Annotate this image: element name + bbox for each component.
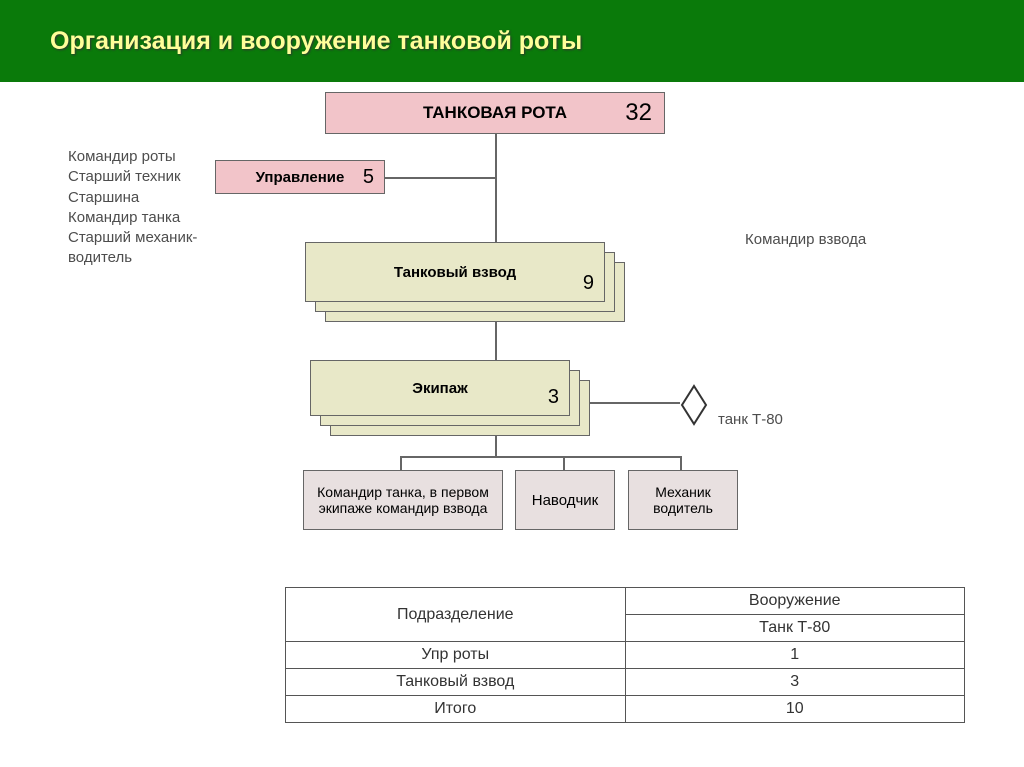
box-platoon-count: 9: [583, 272, 594, 295]
box-role-commander: Командир танка, в первом экипаже команди…: [303, 470, 503, 530]
box-tank-company-count: 32: [625, 99, 652, 127]
th-armament: Вооружение: [625, 588, 965, 615]
table-row: Упр роты 1: [286, 642, 965, 669]
box-management-count: 5: [363, 166, 374, 189]
box-management-label: Управление: [256, 169, 345, 186]
box-role-gunner: Наводчик: [515, 470, 615, 530]
box-management: Управление 5: [215, 160, 385, 194]
management-roles-text: Командир роты Старший техник Старшина Ко…: [68, 147, 197, 269]
conn-role3-v: [680, 456, 682, 470]
box-platoon: Танковый взвод 9: [305, 242, 605, 302]
box-role-gunner-label: Наводчик: [532, 492, 599, 509]
box-role-driver-label: Механик водитель: [629, 484, 737, 516]
table-row: Танковый взвод 3: [286, 669, 965, 696]
table-header-row: Подразделение Вооружение: [286, 588, 965, 615]
conn-role1-v: [400, 456, 402, 470]
box-crew-count: 3: [548, 386, 559, 409]
tank-model-label: танк Т-80: [718, 410, 783, 430]
box-crew-label: Экипаж: [412, 380, 467, 397]
slide-header: Организация и вооружение танковой роты: [0, 0, 1024, 82]
table-row: Итого 10: [286, 696, 965, 723]
box-platoon-label: Танковый взвод: [394, 264, 516, 281]
slide-title: Организация и вооружение танковой роты: [50, 27, 582, 56]
conn-root-down: [495, 134, 497, 242]
conn-role2-v: [563, 456, 565, 470]
td-unit-0: Упр роты: [286, 642, 626, 669]
box-role-driver: Механик водитель: [628, 470, 738, 530]
td-unit-2: Итого: [286, 696, 626, 723]
th-unit: Подразделение: [286, 588, 626, 642]
platoon-commander-text: Командир взвода: [745, 230, 866, 250]
td-count-2: 10: [625, 696, 965, 723]
box-tank-company: ТАНКОВАЯ РОТА 32: [325, 92, 665, 134]
td-count-0: 1: [625, 642, 965, 669]
td-unit-1: Танковый взвод: [286, 669, 626, 696]
tank-diamond-icon: [680, 384, 708, 426]
box-crew: Экипаж 3: [310, 360, 570, 416]
armament-table: Подразделение Вооружение Танк Т-80 Упр р…: [285, 587, 965, 723]
th-tank: Танк Т-80: [625, 615, 965, 642]
conn-roles-h: [400, 456, 680, 458]
td-count-1: 3: [625, 669, 965, 696]
box-tank-company-label: ТАНКОВАЯ РОТА: [423, 103, 567, 123]
conn-mgmt-h: [385, 177, 496, 179]
box-role-commander-label: Командир танка, в первом экипаже команди…: [308, 484, 498, 516]
